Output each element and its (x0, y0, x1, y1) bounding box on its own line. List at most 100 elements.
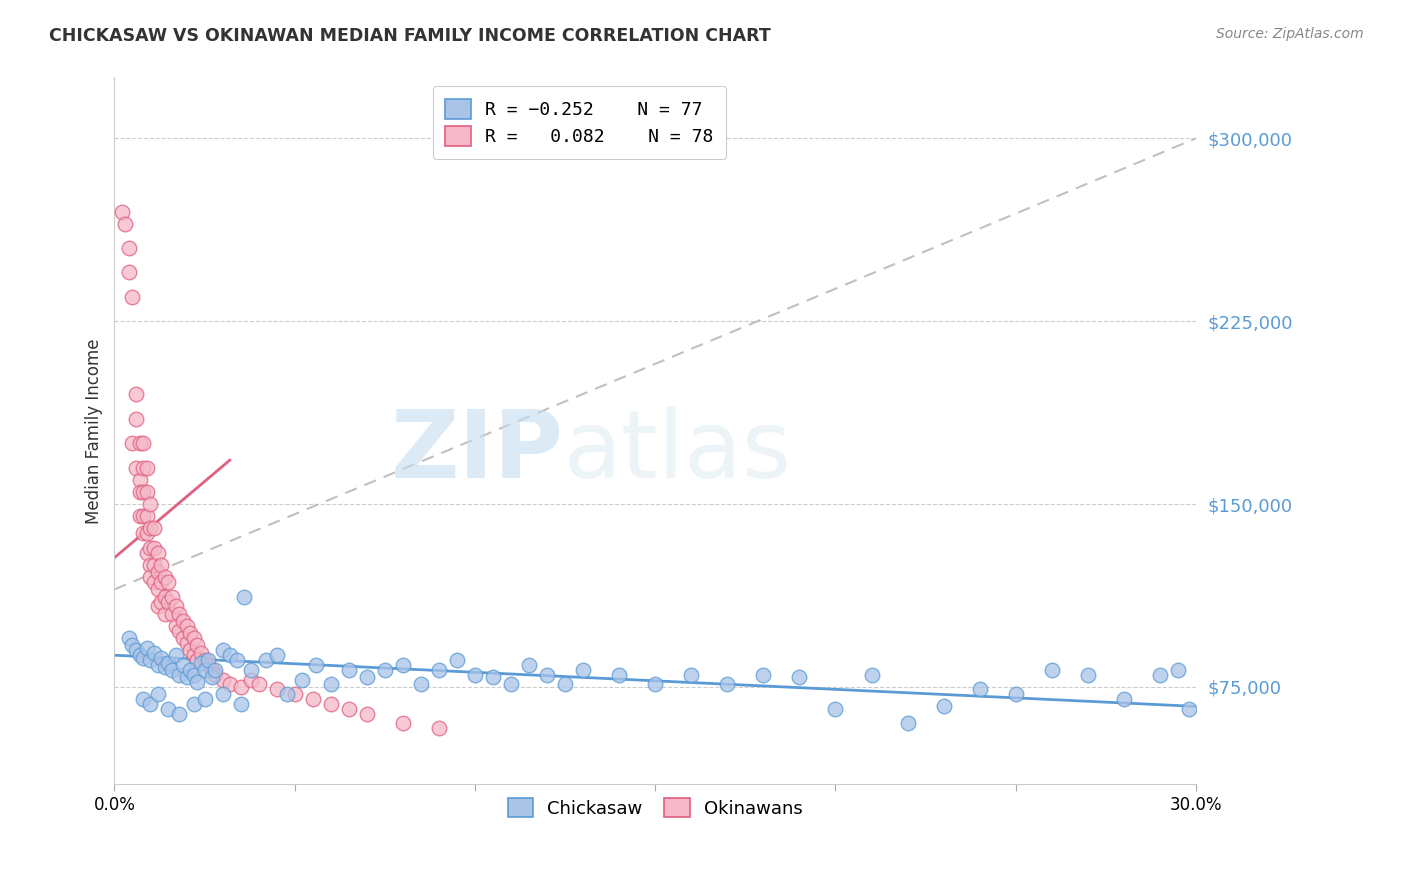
Point (1177, 702, 1199, 716)
Point (118, 241, 141, 255)
Point (139, 653, 162, 667)
Text: atlas: atlas (564, 406, 792, 498)
Point (789, 670, 811, 684)
Point (229, 697, 252, 711)
Point (204, 667, 226, 681)
Point (932, 699, 955, 714)
Point (132, 526, 155, 541)
Point (240, 673, 263, 687)
Point (150, 558, 173, 572)
Point (125, 643, 148, 657)
Point (1077, 667, 1099, 681)
Point (160, 607, 183, 621)
Point (337, 702, 360, 716)
Point (681, 667, 703, 681)
Point (427, 722, 450, 736)
Point (276, 687, 298, 701)
Point (139, 558, 162, 572)
Point (153, 607, 176, 621)
Point (211, 687, 233, 701)
Point (193, 663, 215, 677)
Point (135, 640, 157, 655)
Point (132, 650, 155, 665)
Point (211, 673, 233, 687)
Point (135, 484, 157, 499)
Point (118, 631, 141, 645)
Point (969, 682, 991, 697)
Point (1112, 692, 1135, 706)
Point (135, 509, 157, 524)
Point (392, 657, 415, 672)
Point (165, 599, 187, 614)
Point (186, 639, 208, 653)
Point (644, 677, 666, 691)
Point (143, 646, 166, 660)
Point (752, 667, 775, 681)
Point (572, 663, 595, 677)
Point (135, 546, 157, 560)
Point (179, 626, 201, 640)
Point (157, 702, 180, 716)
Point (176, 636, 198, 650)
Text: CHICKASAW VS OKINAWAN MEDIAN FAMILY INCOME CORRELATION CHART: CHICKASAW VS OKINAWAN MEDIAN FAMILY INCO… (49, 27, 770, 45)
Point (169, 667, 191, 681)
Point (356, 706, 378, 721)
Point (1167, 663, 1189, 677)
Point (125, 387, 148, 401)
Point (157, 656, 180, 670)
Point (186, 653, 208, 667)
Point (143, 541, 166, 555)
Point (132, 692, 155, 706)
Point (125, 411, 148, 425)
Point (499, 677, 522, 691)
Point (165, 648, 187, 663)
Point (179, 643, 201, 657)
Point (896, 716, 918, 731)
Point (179, 663, 201, 677)
Point (121, 639, 143, 653)
Point (128, 648, 150, 663)
Point (128, 509, 150, 524)
Point (139, 497, 162, 511)
Point (291, 673, 314, 687)
Point (716, 677, 738, 691)
Point (186, 675, 208, 690)
Point (132, 509, 155, 524)
Point (153, 570, 176, 584)
Point (536, 667, 558, 681)
Point (150, 575, 173, 590)
Point (143, 521, 166, 535)
Point (125, 460, 148, 475)
Point (305, 657, 328, 672)
Point (1004, 687, 1026, 701)
Point (427, 663, 450, 677)
Point (301, 692, 323, 706)
Point (176, 619, 198, 633)
Point (197, 653, 219, 667)
Point (254, 653, 277, 667)
Point (172, 657, 194, 672)
Point (247, 677, 270, 691)
Point (218, 648, 240, 663)
Point (128, 473, 150, 487)
Point (183, 667, 205, 681)
Point (218, 677, 240, 691)
Point (1040, 663, 1063, 677)
Point (146, 599, 169, 614)
Legend: Chickasaw, Okinawans: Chickasaw, Okinawans (501, 790, 810, 825)
Point (176, 670, 198, 684)
Point (139, 697, 162, 711)
Point (193, 692, 215, 706)
Point (183, 648, 205, 663)
Point (121, 436, 143, 450)
Point (201, 663, 224, 677)
Point (172, 614, 194, 628)
Point (1149, 667, 1171, 681)
Point (211, 643, 233, 657)
Point (824, 702, 846, 716)
Text: Source: ZipAtlas.com: Source: ZipAtlas.com (1216, 27, 1364, 41)
Point (143, 558, 166, 572)
Point (128, 484, 150, 499)
Point (233, 590, 256, 604)
Point (374, 663, 396, 677)
